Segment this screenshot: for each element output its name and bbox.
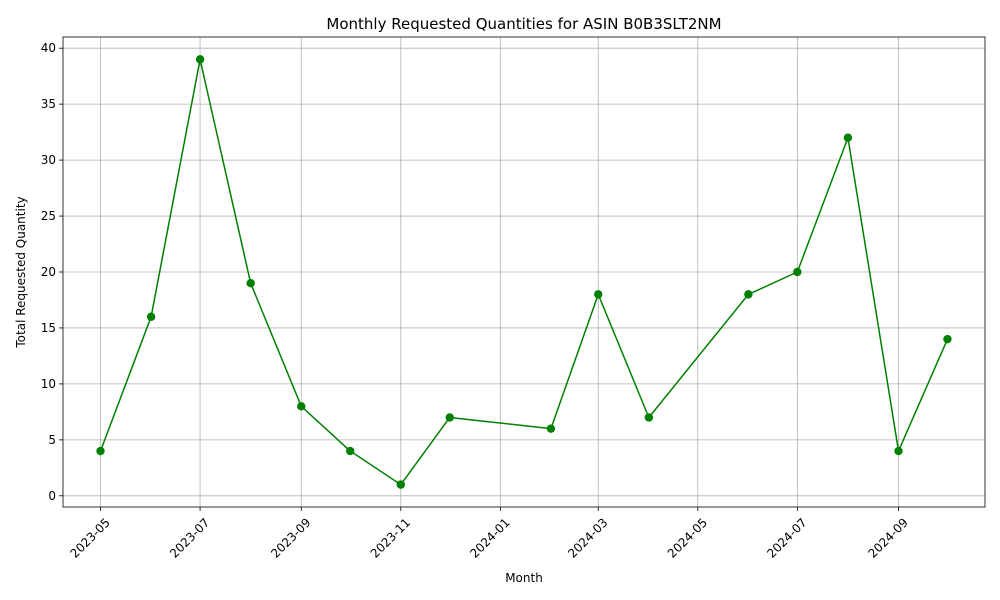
data-point bbox=[346, 446, 355, 456]
y-tick-label: 30 bbox=[41, 153, 56, 167]
y-tick-label: 15 bbox=[41, 321, 56, 335]
x-tick-label: 2024-07 bbox=[764, 515, 809, 560]
data-point bbox=[644, 413, 654, 422]
y-tick-label: 40 bbox=[41, 41, 56, 55]
y-tick-label: 5 bbox=[48, 433, 56, 447]
axis-ticks: 0 5 10 15 20 25 30 35 40 2023-05 2023-07 2023-09 202… bbox=[41, 41, 911, 561]
data-point bbox=[943, 334, 952, 344]
y-tick-label: 0 bbox=[48, 489, 56, 503]
data-point bbox=[744, 290, 753, 299]
x-axis-label: Month bbox=[505, 571, 543, 585]
data-point bbox=[195, 55, 205, 64]
data-point bbox=[396, 480, 405, 489]
y-tick-label: 25 bbox=[41, 209, 56, 223]
chart-title: Monthly Requested Quantities for ASIN B0… bbox=[326, 15, 721, 33]
y-axis-label: Total Requested Quantity bbox=[14, 196, 28, 348]
x-tick-label: 2023-07 bbox=[167, 515, 212, 560]
data-point bbox=[96, 446, 105, 456]
grid-lines bbox=[63, 37, 985, 507]
y-tick-label: 20 bbox=[41, 265, 56, 279]
x-tick-label: 2024-03 bbox=[565, 515, 610, 560]
data-point bbox=[793, 267, 802, 277]
x-tick-label: 2024-09 bbox=[865, 515, 910, 560]
y-tick-label: 10 bbox=[41, 377, 56, 391]
series-layer bbox=[96, 55, 952, 489]
data-point bbox=[594, 290, 603, 299]
series-line bbox=[99, 58, 949, 486]
x-tick-label: 2023-05 bbox=[68, 515, 113, 560]
x-tick-label: 2023-11 bbox=[368, 515, 413, 560]
data-point bbox=[894, 446, 903, 456]
data-point bbox=[546, 424, 556, 433]
x-tick-label: 2024-01 bbox=[467, 515, 512, 560]
data-point bbox=[246, 278, 255, 288]
data-point bbox=[843, 133, 853, 142]
data-point bbox=[445, 413, 454, 422]
data-point bbox=[146, 312, 156, 321]
y-tick-label: 35 bbox=[41, 97, 56, 111]
x-tick-label: 2024-05 bbox=[665, 515, 710, 560]
data-point bbox=[297, 402, 306, 411]
x-tick-label: 2023-09 bbox=[268, 515, 313, 560]
